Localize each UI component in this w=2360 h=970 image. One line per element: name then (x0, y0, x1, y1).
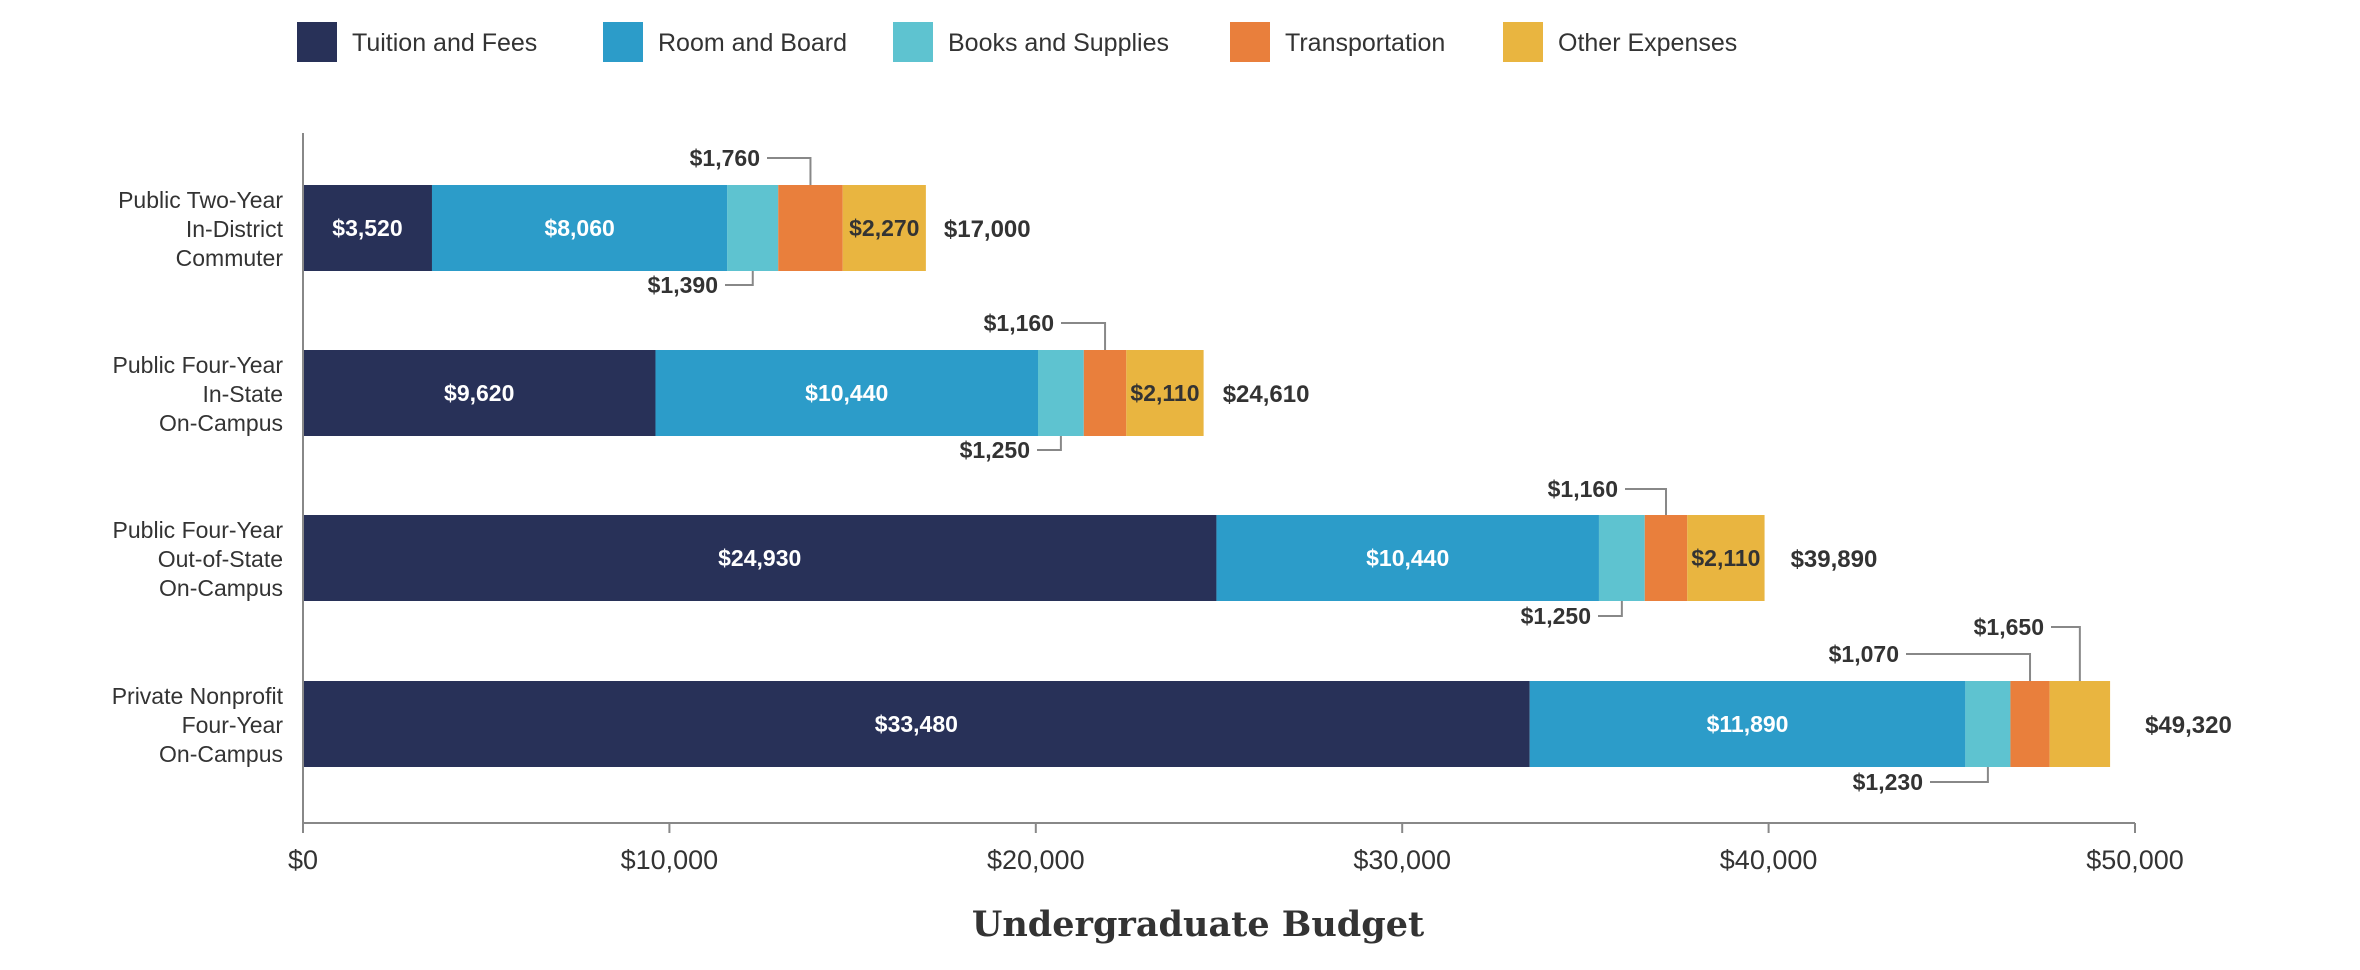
legend-label: Transportation (1285, 29, 1445, 57)
bar-segment (2050, 681, 2110, 767)
bars: Public Two-Year In-District Commuter $3,520… (112, 145, 2232, 795)
x-tick-label: $30,000 (1353, 845, 1451, 875)
leader-line (1598, 601, 1622, 616)
data-label: $3,520 (332, 215, 402, 241)
data-label: $1,650 (1974, 614, 2044, 640)
data-label: $2,270 (849, 215, 919, 241)
leader-line (2051, 627, 2080, 681)
data-label: $33,480 (875, 711, 958, 737)
x-tick-label: $0 (288, 845, 318, 875)
bar-segment (1084, 350, 1127, 436)
legend-swatch (297, 22, 337, 62)
data-label: $10,440 (1366, 545, 1449, 571)
data-label: $2,110 (1130, 380, 1199, 406)
data-label: $1,250 (1521, 603, 1591, 629)
category-label: On-Campus (159, 575, 283, 601)
legend-swatch (1230, 22, 1270, 62)
bar-segment (1965, 681, 2010, 767)
category-label: Private Nonprofit (112, 683, 284, 709)
category-label: Public Four-Year (113, 517, 284, 543)
x-tick-label: $10,000 (621, 845, 719, 875)
total-label: $39,890 (1791, 546, 1878, 573)
category-label: In-District (186, 216, 284, 242)
data-label: $1,760 (690, 145, 760, 171)
leader-line (1037, 436, 1061, 450)
category-label: Public Two-Year (118, 187, 283, 213)
legend-swatch (893, 22, 933, 62)
leader-line (1061, 323, 1105, 350)
bar-segment (1645, 515, 1688, 601)
leader-line (1930, 767, 1988, 782)
total-label: $24,610 (1223, 381, 1310, 408)
legend-label: Other Expenses (1558, 29, 1737, 57)
data-label: $1,160 (1548, 476, 1618, 502)
data-label: $1,250 (960, 437, 1030, 463)
category-label: In-State (202, 381, 283, 407)
legend: Tuition and Fees Room and Board Books and … (297, 22, 1737, 62)
bar-segment (2010, 681, 2049, 767)
total-label: $17,000 (944, 216, 1031, 243)
data-label: $1,390 (648, 272, 718, 298)
category-label: Four-Year (182, 712, 284, 738)
x-tick-label: $40,000 (1720, 845, 1818, 875)
legend-swatch (603, 22, 643, 62)
category-label: On-Campus (159, 741, 283, 767)
leader-line (1625, 489, 1666, 515)
legend-label: Room and Board (658, 29, 847, 57)
bar-segment (727, 185, 778, 271)
bar-segment (1599, 515, 1645, 601)
legend-swatch (1503, 22, 1543, 62)
data-label: $11,890 (1707, 711, 1789, 737)
x-tick-label: $20,000 (987, 845, 1085, 875)
bar-segment (1038, 350, 1084, 436)
data-label: $1,070 (1829, 641, 1899, 667)
category-label: Public Four-Year (113, 352, 284, 378)
data-label: $2,110 (1691, 545, 1760, 571)
legend-label: Books and Supplies (948, 29, 1169, 57)
data-label: $24,930 (718, 545, 801, 571)
leader-line (767, 158, 810, 185)
category-label: Commuter (176, 245, 284, 271)
data-label: $1,160 (984, 310, 1054, 336)
data-label: $9,620 (444, 380, 514, 406)
leader-line (1906, 654, 2030, 681)
category-label: On-Campus (159, 410, 283, 436)
data-label: $1,230 (1853, 769, 1923, 795)
x-tick-label: $50,000 (2086, 845, 2184, 875)
total-label: $49,320 (2145, 712, 2232, 739)
data-label: $8,060 (544, 215, 614, 241)
category-label: Out-of-State (158, 546, 283, 572)
leader-line (725, 271, 753, 285)
legend-label: Tuition and Fees (352, 29, 537, 57)
bar-segment (778, 185, 842, 271)
x-axis-title: Undergraduate Budget (972, 904, 1424, 945)
data-label: $10,440 (805, 380, 888, 406)
